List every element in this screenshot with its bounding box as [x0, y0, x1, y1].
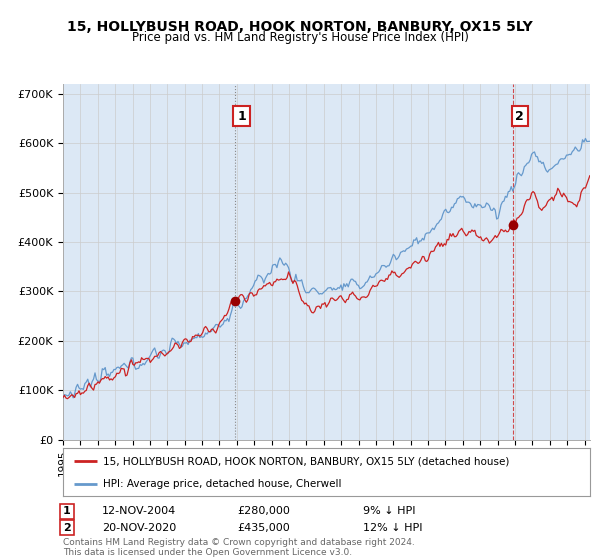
Text: 1: 1	[237, 110, 246, 123]
Text: Price paid vs. HM Land Registry's House Price Index (HPI): Price paid vs. HM Land Registry's House …	[131, 31, 469, 44]
Text: 9% ↓ HPI: 9% ↓ HPI	[363, 506, 415, 516]
Text: £280,000: £280,000	[237, 506, 290, 516]
Text: 20-NOV-2020: 20-NOV-2020	[102, 522, 176, 533]
Text: 15, HOLLYBUSH ROAD, HOOK NORTON, BANBURY, OX15 5LY: 15, HOLLYBUSH ROAD, HOOK NORTON, BANBURY…	[67, 20, 533, 34]
Text: £435,000: £435,000	[237, 522, 290, 533]
Text: 12-NOV-2004: 12-NOV-2004	[102, 506, 176, 516]
Text: 1: 1	[63, 506, 71, 516]
Text: 15, HOLLYBUSH ROAD, HOOK NORTON, BANBURY, OX15 5LY (detached house): 15, HOLLYBUSH ROAD, HOOK NORTON, BANBURY…	[103, 456, 509, 466]
Text: 2: 2	[515, 110, 524, 123]
Text: 2: 2	[63, 522, 71, 533]
Text: HPI: Average price, detached house, Cherwell: HPI: Average price, detached house, Cher…	[103, 479, 341, 489]
Text: Contains HM Land Registry data © Crown copyright and database right 2024.
This d: Contains HM Land Registry data © Crown c…	[63, 538, 415, 557]
Text: 12% ↓ HPI: 12% ↓ HPI	[363, 522, 422, 533]
